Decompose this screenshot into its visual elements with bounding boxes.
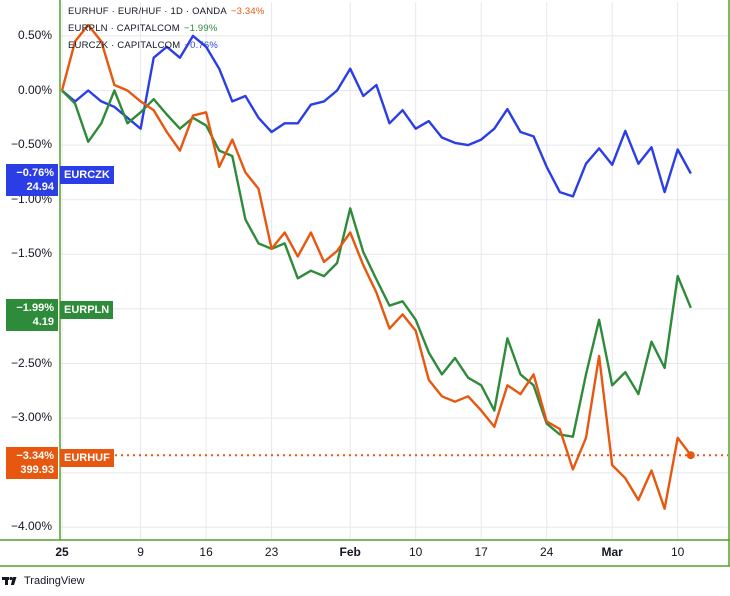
x-tick-label: 10	[671, 545, 685, 559]
tradingview-logo-icon	[2, 576, 17, 585]
y-tick-label: −0.50%	[10, 137, 52, 152]
legend-eurpln[interactable]: EURPLN · CAPITALCOM −1.99%	[68, 23, 218, 34]
symbol-tag-eurczk: EURCZK	[60, 166, 114, 184]
x-tick-label: Mar	[601, 545, 623, 559]
y-tick-label: 0.00%	[17, 82, 52, 97]
price-tag-eurpln-price: 4.19	[32, 316, 54, 328]
x-tick-label: 25	[55, 545, 69, 559]
legend-eurczk-value: −0.76%	[184, 40, 219, 51]
x-tick-label: 9	[137, 545, 144, 559]
y-tick-label: −4.00%	[10, 519, 52, 534]
y-tick-label: 0.50%	[17, 27, 52, 42]
price-tag-eurpln: −1.99% 4.19	[6, 299, 58, 331]
price-tag-eurhuf: −3.34% 399.93	[6, 447, 58, 479]
price-tag-eurhuf-pct: −3.34%	[16, 450, 54, 462]
x-tick-label: 24	[540, 545, 554, 559]
legend-eurczk-symbol: EURCZK · CAPITALCOM	[68, 40, 181, 51]
symbol-tag-eurhuf: EURHUF	[60, 449, 114, 467]
symbol-tag-eurpln: EURPLN	[60, 301, 114, 319]
y-tick-label: −2.50%	[10, 355, 52, 370]
y-tick-label: −3.00%	[10, 410, 52, 425]
legend-eurhuf[interactable]: EURHUF · EUR/HUF · 1D · OANDA −3.34%	[68, 6, 265, 17]
series-line-eurczk[interactable]	[61, 34, 692, 198]
price-tag-eurczk-price: 24.94	[26, 181, 54, 193]
y-tick-label: −1.50%	[10, 246, 52, 261]
legend-eurhuf-value: −3.34%	[230, 6, 265, 17]
series-line-eurhuf[interactable]	[60, 23, 692, 510]
x-tick-label: 10	[409, 545, 423, 559]
brand[interactable]: TradingView	[2, 575, 85, 587]
legend-eurczk[interactable]: EURCZK · CAPITALCOM −0.76%	[68, 40, 218, 51]
legend-eurpln-symbol: EURPLN · CAPITALCOM	[68, 23, 180, 34]
brand-name: TradingView	[24, 575, 85, 587]
price-tag-eurpln-pct: −1.99%	[16, 302, 54, 314]
x-tick-label: 17	[474, 545, 488, 559]
legend-eurpln-value: −1.99%	[183, 23, 218, 34]
eurhuf-last-point[interactable]	[686, 451, 695, 460]
price-tag-eurczk-pct: −0.76%	[16, 167, 54, 179]
x-tick-label: 23	[264, 545, 279, 559]
price-tag-eurhuf-price: 399.93	[20, 464, 54, 476]
x-tick-label: Feb	[339, 545, 361, 559]
legend-eurhuf-symbol: EURHUF · EUR/HUF · 1D · OANDA	[68, 6, 227, 17]
x-tick-label: 16	[199, 545, 213, 559]
price-tag-eurczk: −0.76% 24.94	[6, 164, 58, 196]
series-line-eurpln[interactable]	[61, 89, 692, 438]
